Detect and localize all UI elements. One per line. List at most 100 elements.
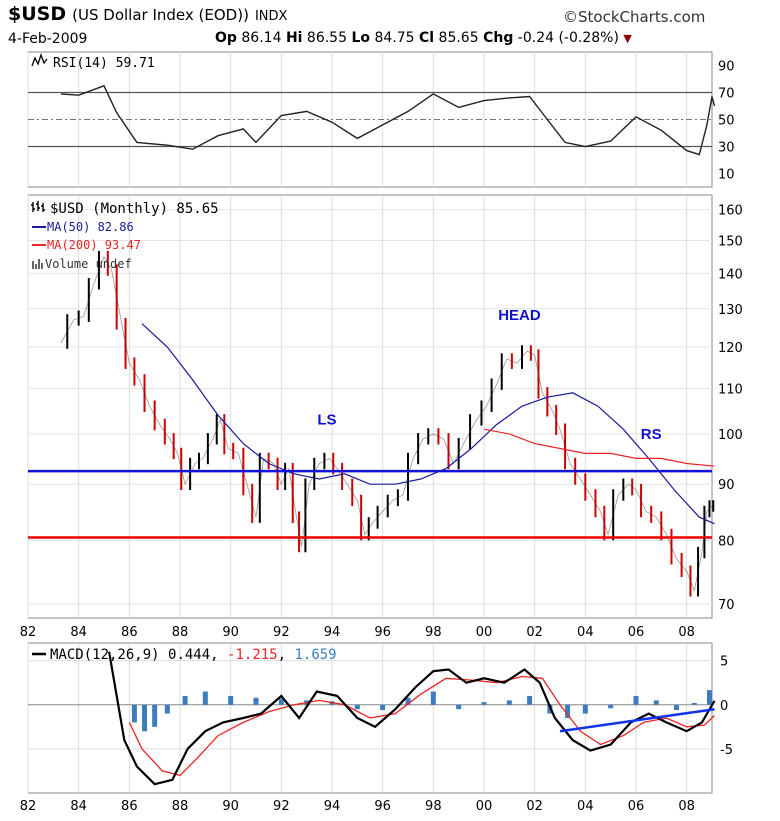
- macd-hist-bar: [706, 690, 712, 705]
- rsi-legend: RSI(14) 59.71: [31, 53, 155, 71]
- macd-hist-bar: [182, 695, 188, 705]
- x-tick-label: 00: [476, 625, 493, 640]
- macd-hist-bar: [691, 703, 697, 705]
- annotation-ls: LS: [317, 412, 336, 429]
- macd-hist-bar: [608, 704, 614, 709]
- macd-hist-bar: [506, 700, 512, 705]
- macd-tick-label: 5: [720, 655, 728, 670]
- macd-hist-bar: [164, 704, 170, 714]
- annotation-rs: RS: [641, 426, 662, 443]
- price-close-trace: [60, 255, 715, 593]
- instrument-name: (US Dollar Index (EOD)): [72, 6, 249, 24]
- macd-hist-bar: [527, 695, 533, 705]
- ma50-legend-text: MA(50) 82.86: [47, 220, 134, 234]
- macd-plot: [108, 651, 716, 786]
- price-legend: $USD (Monthly) 85.65 MA(50) 82.86 MA(200…: [31, 201, 219, 271]
- price-tick-label: 100: [718, 428, 743, 443]
- macd-hist-bar: [131, 704, 137, 723]
- rsi-plot: [60, 84, 716, 156]
- open-label: Op: [215, 30, 237, 46]
- change-value: -0.24 (-0.28%): [517, 30, 619, 46]
- price-tick-label: 70: [718, 598, 735, 613]
- rsi-tick-label: 90: [718, 60, 735, 75]
- macd-line: [108, 651, 716, 786]
- rsi-line: [60, 84, 716, 156]
- x-tick-label: 04: [577, 799, 594, 814]
- macd-hist-bar: [152, 704, 158, 727]
- x-tick-label: 08: [678, 799, 695, 814]
- x-tick-label: 88: [172, 799, 189, 814]
- macd-legend-sep1: ,: [210, 647, 227, 663]
- x-tick-label: 82: [20, 625, 37, 640]
- price-tick-label: 90: [718, 478, 735, 493]
- x-tick-label: 90: [222, 799, 239, 814]
- x-tick-label: 86: [121, 799, 138, 814]
- macd-hist-bar: [228, 695, 234, 705]
- macd-hist-bar: [278, 698, 284, 705]
- rsi-legend-text: RSI(14) 59.71: [53, 56, 155, 71]
- price-tick-label: 160: [718, 204, 743, 219]
- x-tick-label: 00: [476, 799, 493, 814]
- price-tick-label: 110: [718, 382, 743, 397]
- x-tick-label: 96: [374, 625, 391, 640]
- macd-hist-bar: [253, 697, 259, 705]
- x-tick-label: 02: [526, 625, 543, 640]
- macd-hist-bar: [547, 704, 553, 714]
- x-tick-label: 04: [577, 625, 594, 640]
- low-value: 84.75: [374, 30, 415, 46]
- rsi-tick-label: 10: [718, 168, 735, 183]
- high-value: 86.55: [306, 30, 347, 46]
- axis-ticks: 8282848486868888909092929494969698980000…: [20, 60, 743, 815]
- x-tick-label: 08: [678, 625, 695, 640]
- open-value: 86.14: [241, 30, 282, 46]
- quote-line: Op 86.14 Hi 86.55 Lo 84.75 Cl 85.65 Chg …: [215, 30, 632, 46]
- grid-lines: [27, 52, 712, 793]
- watermark: ©StockCharts.com: [563, 8, 706, 26]
- macd-hist-bar: [405, 697, 411, 705]
- macd-legend-signal: -1.215: [227, 647, 278, 663]
- x-tick-label: 86: [121, 625, 138, 640]
- signal-line: [128, 675, 715, 777]
- price-tick-label: 120: [718, 341, 743, 356]
- volume-legend-text: Volume undef: [45, 257, 132, 271]
- macd-trendline: [559, 707, 715, 733]
- x-tick-label: 02: [526, 799, 543, 814]
- price-tick-label: 80: [718, 534, 735, 549]
- exchange: INDX: [254, 9, 288, 24]
- ma200-line: [483, 428, 715, 467]
- x-tick-label: 90: [222, 625, 239, 640]
- macd-hist-bar: [202, 691, 208, 705]
- rsi-tick-label: 50: [718, 114, 735, 129]
- macd-hist-bar: [354, 704, 360, 710]
- x-tick-label: 92: [273, 799, 290, 814]
- annotation-head: HEAD: [498, 307, 541, 324]
- volume-icon: [32, 259, 43, 269]
- symbol: $USD: [8, 3, 67, 25]
- price-legend-text: $USD (Monthly) 85.65: [50, 201, 219, 217]
- down-arrow-icon: ▼: [623, 32, 632, 45]
- macd-tick-label: 0: [720, 699, 728, 714]
- x-tick-label: 96: [374, 799, 391, 814]
- x-tick-label: 82: [20, 799, 37, 814]
- x-tick-label: 06: [628, 799, 645, 814]
- macd-hist-bar: [633, 695, 639, 705]
- x-tick-label: 98: [425, 799, 442, 814]
- price-tick-label: 130: [718, 303, 743, 318]
- macd-legend-name: MACD(12,26,9): [50, 647, 160, 663]
- ma200-legend-text: MA(200) 93.47: [47, 238, 141, 252]
- macd-hist-bar: [653, 700, 659, 705]
- macd-hist-bar: [456, 704, 462, 710]
- x-tick-label: 98: [425, 625, 442, 640]
- close-value: 85.65: [438, 30, 479, 46]
- rsi-icon: [31, 53, 48, 67]
- macd-legend-sep2: ,: [278, 647, 295, 663]
- macd-hist-bar: [380, 704, 386, 711]
- change-label: Chg: [483, 30, 514, 46]
- high-label: Hi: [285, 30, 303, 46]
- x-tick-label: 88: [172, 625, 189, 640]
- macd-legend: MACD(12,26,9) 0.444, -1.215, 1.659: [32, 647, 337, 663]
- macd-legend-value: 0.444: [168, 647, 210, 663]
- x-tick-label: 94: [324, 799, 341, 814]
- price-tick-label: 140: [718, 267, 743, 282]
- ma50-line: [141, 323, 715, 525]
